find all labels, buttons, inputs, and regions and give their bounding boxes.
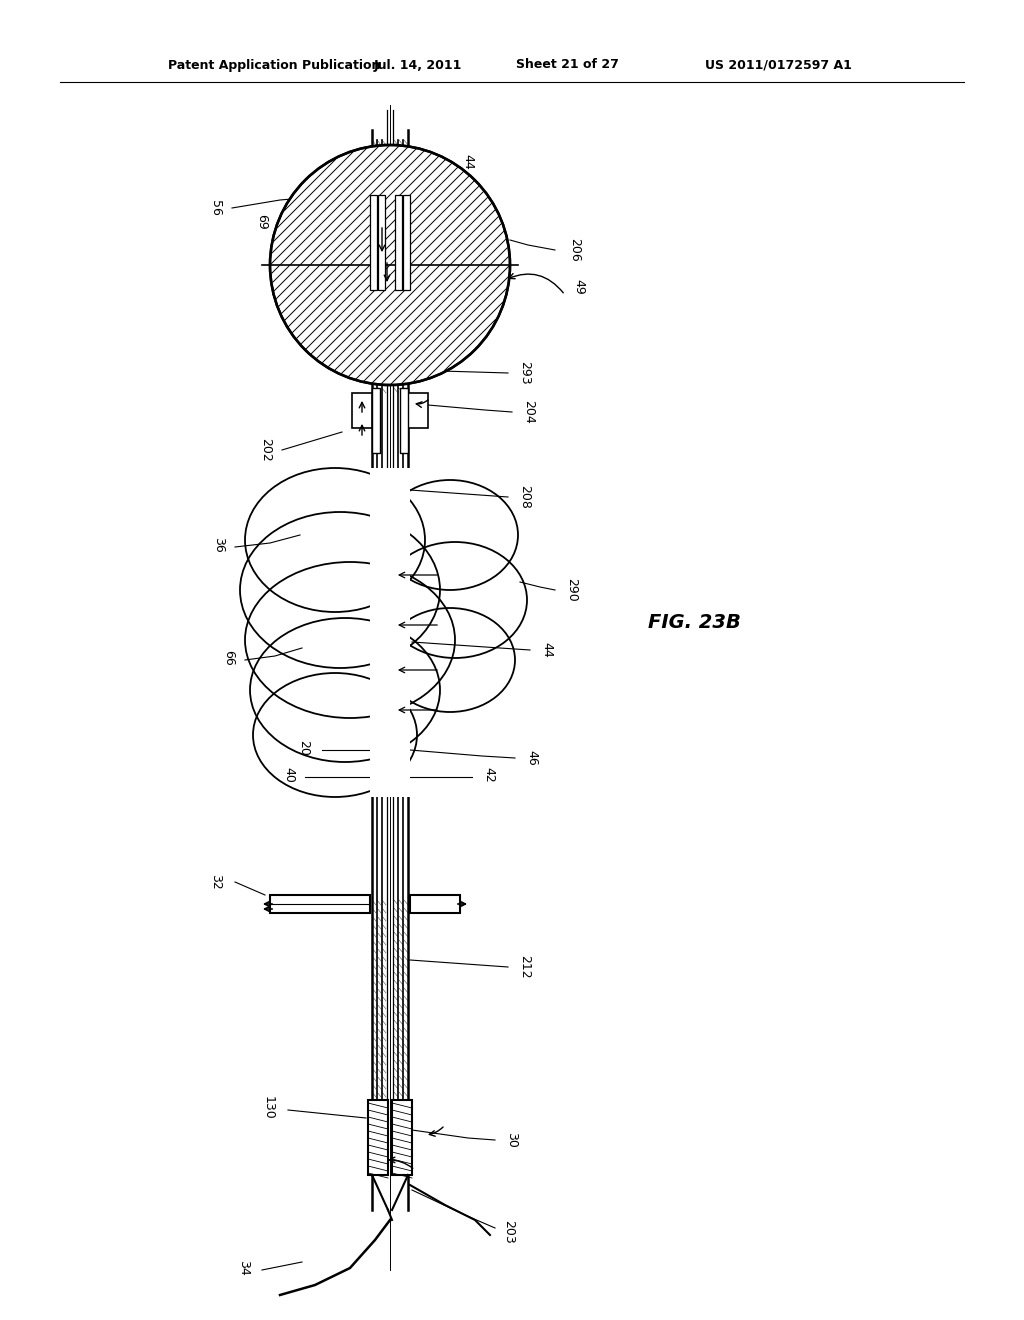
Text: Sheet 21 of 27: Sheet 21 of 27 [515,58,618,71]
Bar [370,618,410,762]
Bar [370,673,410,797]
Bar [392,1100,412,1175]
Text: 40: 40 [282,767,295,783]
Text: 293: 293 [518,362,531,385]
Text: 20: 20 [297,741,310,756]
Text: 212: 212 [518,956,531,979]
Text: 42: 42 [482,767,495,783]
Bar [372,388,380,453]
Text: 290: 290 [565,578,578,602]
Text: FIG. 23B: FIG. 23B [648,612,741,631]
Text: 208: 208 [518,484,531,510]
Bar [410,895,460,913]
Text: Patent Application Publication: Patent Application Publication [168,58,380,71]
Text: 36: 36 [212,537,225,553]
Bar [370,562,410,718]
Bar [395,195,402,290]
Text: Jul. 14, 2011: Jul. 14, 2011 [374,58,462,71]
Text: 44: 44 [462,154,474,170]
Text: 34: 34 [237,1261,250,1276]
Circle shape [270,145,510,385]
Bar [352,393,372,428]
Text: 204: 204 [522,400,535,424]
Bar [368,1100,388,1175]
Text: US 2011/0172597 A1: US 2011/0172597 A1 [705,58,851,71]
Text: 56: 56 [209,201,222,216]
Text: 69: 69 [255,214,268,230]
Bar [403,195,410,290]
Text: 202: 202 [259,438,272,462]
Bar [370,512,410,668]
Text: 49: 49 [572,279,585,294]
Text: 130: 130 [262,1096,275,1119]
Text: 206: 206 [568,238,581,261]
Bar [378,195,385,290]
Text: 203: 203 [502,1220,515,1243]
Bar [270,895,370,913]
Text: 66: 66 [222,651,234,665]
Text: 46: 46 [525,750,538,766]
Bar [370,195,377,290]
Text: 32: 32 [209,874,222,890]
Bar [408,393,428,428]
Bar [370,469,410,612]
Text: 30: 30 [505,1133,518,1148]
Bar [400,388,408,453]
Text: 44: 44 [540,642,553,657]
